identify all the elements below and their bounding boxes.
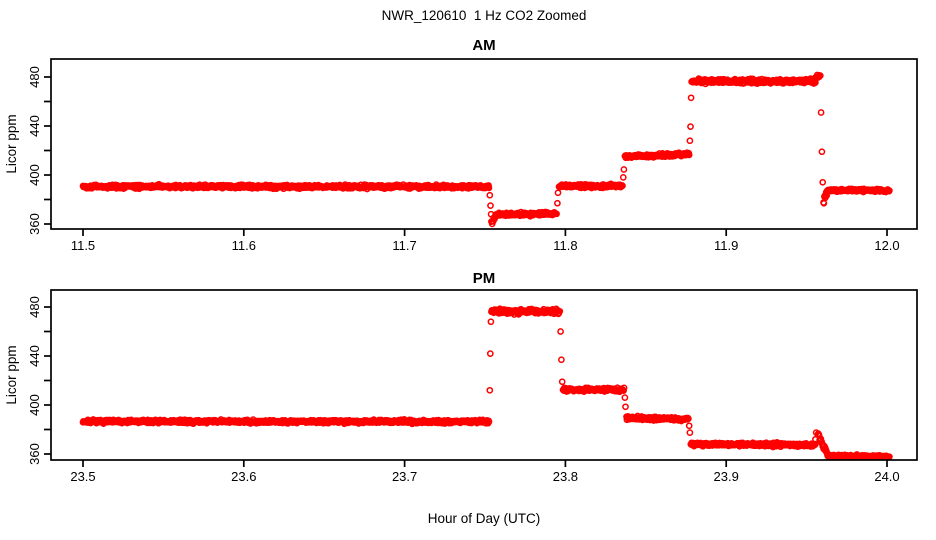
y-tick-label: 400 <box>27 394 42 416</box>
x-tick-label: 11.8 <box>553 238 577 253</box>
pm-panel: 23.5 23.6 23.7 23.8 23.9 24.0 360 400 440 480 <box>27 289 918 484</box>
am-data-points <box>79 71 893 228</box>
y-tick-label: 480 <box>27 296 42 318</box>
x-tick-label: 12.0 <box>874 238 899 253</box>
x-tick-label: 23.9 <box>714 469 739 484</box>
x-tick-label: 23.8 <box>553 469 578 484</box>
y-tick-label: 360 <box>27 443 42 465</box>
plot-box <box>50 289 918 461</box>
x-tick-label: 11.5 <box>71 238 95 253</box>
y-tick-label: 440 <box>27 345 42 367</box>
y-tick-label: 360 <box>27 213 42 235</box>
x-tick-label: 11.6 <box>232 238 256 253</box>
y-axis-ticks: 360 400 440 480 <box>27 296 51 465</box>
x-axis-ticks: 11.5 11.6 11.7 11.8 11.9 12.0 <box>71 229 900 253</box>
pm-data-points <box>79 305 893 461</box>
plot-box <box>50 58 918 230</box>
x-tick-label: 11.9 <box>714 238 738 253</box>
y-axis-ticks: 360 400 440 480 <box>27 66 51 235</box>
y-tick-label: 480 <box>27 66 42 88</box>
x-tick-label: 23.6 <box>231 469 256 484</box>
x-tick-label: 23.5 <box>70 469 95 484</box>
x-tick-label: 24.0 <box>874 469 899 484</box>
y-tick-label: 400 <box>27 164 42 186</box>
x-axis-label: Hour of Day (UTC) <box>427 511 541 526</box>
y-tick-label: 440 <box>27 115 42 137</box>
x-tick-label: 23.7 <box>392 469 417 484</box>
figure-title: NWR_120610 1 Hz CO2 Zoomed <box>381 8 587 23</box>
panel-title-am: AM <box>472 37 496 54</box>
x-tick-label: 11.7 <box>392 238 416 253</box>
x-axis-ticks: 23.5 23.6 23.7 23.8 23.9 24.0 <box>70 460 900 484</box>
panel-title-pm: PM <box>472 270 496 287</box>
am-panel: 11.5 11.6 11.7 11.8 11.9 12.0 360 400 440 480 <box>27 58 918 253</box>
